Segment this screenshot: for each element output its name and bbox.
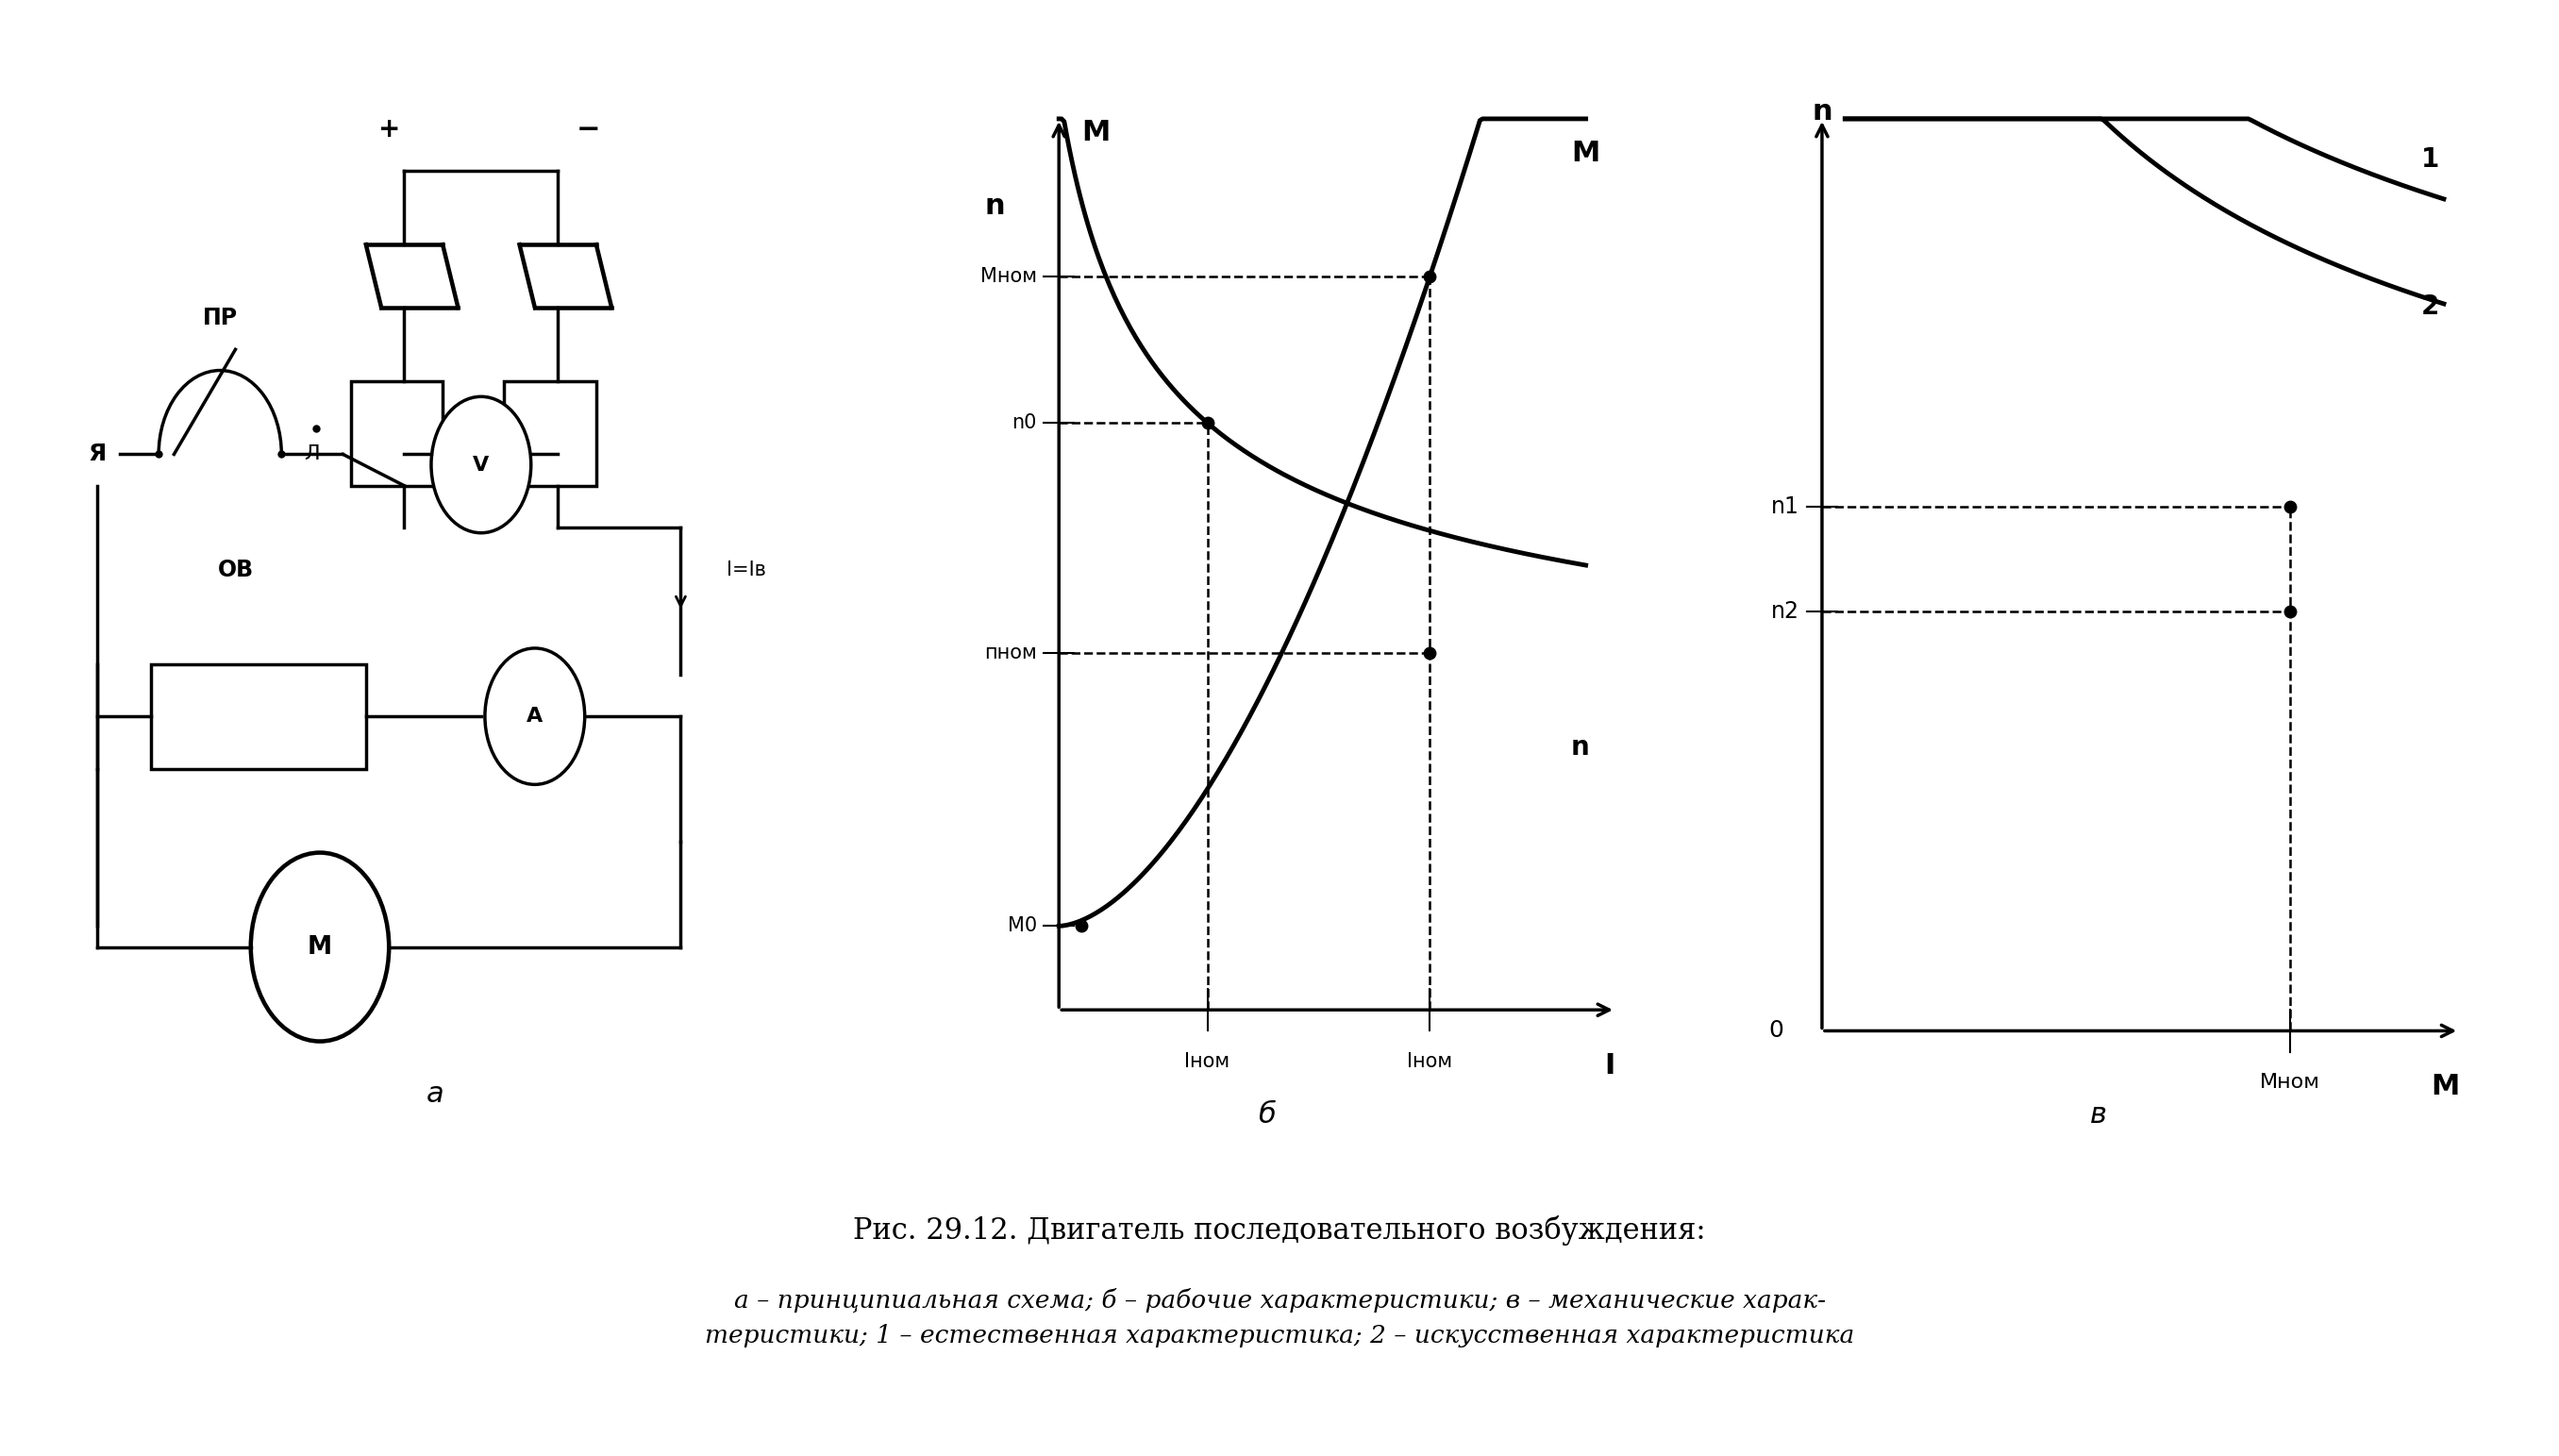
Bar [351, 381, 443, 486]
Text: V: V [473, 456, 489, 475]
Text: пном: пном [985, 644, 1036, 662]
Bar [151, 664, 366, 769]
Text: M0: M0 [1008, 917, 1036, 935]
Circle shape [430, 396, 532, 533]
Text: Мном: Мном [2260, 1073, 2321, 1092]
Text: ОВ: ОВ [218, 558, 253, 581]
Text: I: I [1604, 1051, 1615, 1079]
Text: A: A [527, 708, 543, 725]
Text: M: M [1080, 119, 1111, 146]
Text: Мном: Мном [980, 266, 1036, 285]
Text: n2: n2 [1771, 600, 1799, 623]
Text: 1: 1 [2421, 147, 2439, 173]
Text: n: n [1812, 98, 1832, 125]
Circle shape [251, 853, 389, 1041]
Text: Рис. 29.12. Двигатель последовательного возбуждения:: Рис. 29.12. Двигатель последовательного … [852, 1216, 1707, 1245]
Text: +: + [379, 116, 399, 143]
Text: а – принципиальная схема; б – рабочие характеристики; в – механические харак-
те: а – принципиальная схема; б – рабочие ха… [704, 1289, 1855, 1347]
Text: Iном: Iном [1407, 1051, 1454, 1070]
Text: n0: n0 [1011, 414, 1036, 432]
Text: n: n [985, 192, 1006, 220]
Text: M: M [1571, 140, 1599, 167]
Circle shape [486, 648, 583, 785]
Bar [504, 381, 596, 486]
Text: 2: 2 [2421, 294, 2439, 320]
Text: 0: 0 [1768, 1019, 1784, 1042]
Text: n1: n1 [1771, 495, 1799, 518]
Text: Л: Л [305, 446, 320, 463]
Text: n: n [1571, 735, 1589, 761]
Text: I=Iв: I=Iв [727, 561, 765, 579]
Text: −: − [576, 115, 601, 143]
Text: а: а [427, 1080, 443, 1108]
Text: б: б [1259, 1101, 1274, 1128]
Text: в: в [2091, 1101, 2106, 1128]
Text: Я: Я [87, 443, 107, 466]
Text: Iном: Iном [1185, 1051, 1231, 1070]
Text: ПР: ПР [202, 307, 238, 329]
Text: М: М [307, 935, 333, 960]
Text: M: M [2431, 1073, 2459, 1101]
